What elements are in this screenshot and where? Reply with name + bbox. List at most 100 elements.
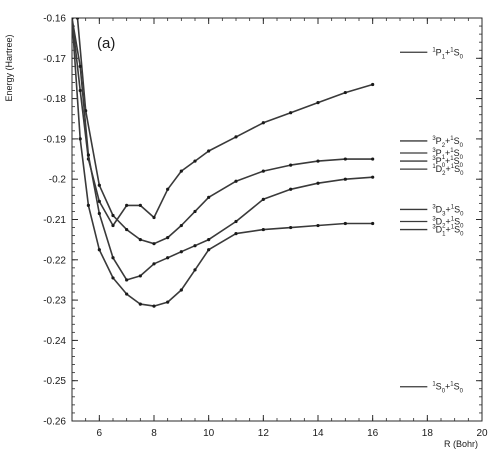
asymptote-label-part: P [436,156,442,166]
asymptote-label-part: 0 [460,232,464,238]
series-4 [72,18,375,308]
asymptote-label-part: 1 [432,382,436,388]
asymptote-label-part: D [436,217,443,227]
data-point [125,292,129,296]
y-tick-label: -0.18 [43,94,66,105]
asymptote-label-part: + [446,164,451,174]
data-point [78,88,82,93]
asymptote-labels-group: 1P1+1S03P2+1S03P1+1S03P0+1S01D2+1S03D3+1… [400,47,464,395]
data-point [138,302,142,306]
asymptote-label: 3D2+1S0 [432,217,464,230]
data-point [138,203,142,207]
asymptote-label-part: S [454,47,460,57]
data-point [138,238,142,242]
y-tick-label: -0.21 [43,215,66,226]
data-point [86,153,90,157]
asymptote-label-part: 0 [460,143,464,149]
asymptote-label-part: 0 [460,211,464,217]
asymptote-label: 1S0+1S0 [432,382,463,395]
asymptote-label-part: 0 [460,224,464,230]
asymptote-label-part: + [446,204,451,214]
asymptote-label: 3P1+1S0 [432,148,463,161]
data-point [316,101,320,105]
asymptote-label-part: 2 [442,143,446,149]
y-tick-label: -0.24 [43,336,66,347]
data-point [343,90,347,95]
data-point [97,248,101,252]
asymptote-label: 3P2+1S0 [432,136,463,149]
data-point [316,223,320,228]
asymptote-label-part: 1 [450,136,454,142]
y-tick-label: -0.19 [43,134,66,145]
asymptote-label-part: S [454,225,460,235]
asymptote-label-part: 1 [450,148,454,154]
asymptote-label-part: + [446,225,451,235]
data-point [111,276,115,280]
x-tick-label: 6 [97,428,103,439]
x-tick-label: 8 [151,428,157,439]
asymptote-label-part: 0 [460,155,464,161]
curves-group [72,18,375,308]
asymptote-label-part: 1 [450,382,454,388]
data-point [152,215,156,220]
asymptote-label-part: P [436,47,442,57]
data-point [289,187,293,191]
data-point [97,211,101,216]
x-tick-label: 10 [203,428,215,439]
axis-ticks: 6 8 10 12 14 16 18 20-0.26-0.25-0.24-0.23-0.22-… [43,14,488,440]
asymptote-label-part: + [445,382,450,392]
asymptote-label-part: 0 [442,163,446,169]
data-point [111,223,115,228]
data-point [343,177,347,181]
asymptote-label-part: 1 [451,204,455,210]
asymptote-label-part: S [454,164,460,174]
asymptote-label-part: D [436,164,443,174]
data-point [207,149,211,153]
data-point [193,244,197,248]
asymptote-label-part: S [436,382,442,392]
data-point [371,157,375,161]
asymptote-label-part: 0 [460,389,464,395]
x-axis-label: R (Bohr) [444,439,478,449]
data-point [125,278,129,282]
data-point [97,183,101,187]
asymptote-label-part: 3 [432,136,436,142]
y-axis-label: Energy (Hartree) [4,34,14,101]
data-point [289,111,293,115]
y-tick-label: -0.25 [43,376,66,387]
data-point [193,159,197,163]
asymptote-label: 3D1+1S0 [432,225,464,238]
data-point [179,250,183,254]
asymptote-label-part: S [454,156,460,166]
data-point [371,221,375,226]
x-tick-label: 14 [312,428,324,439]
data-point [289,163,293,167]
data-point [261,169,265,173]
asymptote-label-part: 3 [432,148,436,154]
data-point [138,274,142,278]
series-3 [72,18,375,282]
asymptote-label: 1P1+1S0 [432,47,463,60]
data-point [152,262,156,266]
series-line [76,18,373,245]
x-tick-label: 16 [367,428,379,439]
data-point [261,121,265,125]
data-point [86,203,90,207]
data-point [207,238,211,242]
asymptote-label-part: S [454,217,460,227]
y-tick-label: -0.16 [43,14,66,25]
data-point [316,181,320,185]
series-line [72,18,373,227]
asymptote-label-part: 1 [442,232,446,238]
asymptote-label-part: P [436,136,442,146]
asymptote-label: 3D3+1S0 [432,204,464,217]
data-point [179,288,183,292]
asymptote-label-part: D [436,225,443,235]
y-tick-label: -0.2 [49,175,67,186]
asymptote-label-part: 0 [442,389,446,395]
asymptote-label-part: 1 [442,155,446,161]
data-point [289,225,293,230]
x-tick-label: 20 [476,428,488,439]
